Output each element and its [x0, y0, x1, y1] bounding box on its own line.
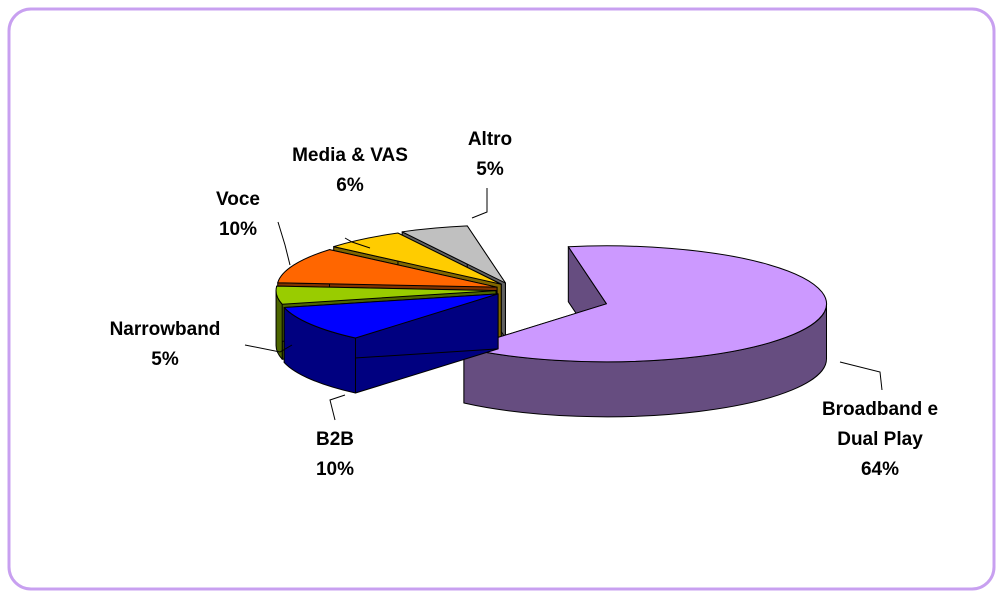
leader-line	[839, 361, 883, 391]
category-label-line: Narrowband	[110, 319, 221, 340]
leader-line	[329, 394, 346, 421]
slice-top	[463, 245, 827, 363]
leader-line	[277, 221, 291, 266]
category-label: B2B	[316, 429, 354, 450]
category-label-line: Voce	[216, 189, 260, 210]
category-label: Broadband e Dual Play	[822, 399, 938, 450]
slice-top	[401, 225, 506, 284]
value-label: 5%	[151, 349, 179, 370]
category-label-line: Media & VAS	[292, 145, 408, 166]
slice-top	[283, 293, 499, 339]
value-label: 10%	[316, 459, 354, 480]
slice-top	[277, 249, 498, 288]
value-label: 10%	[219, 219, 257, 240]
category-label: Altro	[468, 129, 512, 150]
leader-line	[344, 237, 371, 249]
category-label-line: Altro	[468, 129, 512, 150]
leader-line	[244, 344, 293, 353]
value-label: 6%	[336, 175, 364, 196]
category-label-line: B2B	[316, 429, 354, 450]
slice-top	[333, 232, 502, 285]
pie-slice	[283, 293, 499, 394]
pie-slice	[463, 245, 828, 418]
value-label: 5%	[476, 159, 504, 180]
category-label: Media & VAS	[292, 145, 408, 166]
category-label: Voce	[216, 189, 260, 210]
category-label-line: Broadband e	[822, 399, 938, 420]
slice-top	[275, 285, 497, 305]
category-label-line: Dual Play	[837, 429, 923, 450]
category-label: Narrowband	[110, 319, 221, 340]
leader-line	[471, 188, 488, 219]
value-label: 64%	[861, 459, 899, 480]
